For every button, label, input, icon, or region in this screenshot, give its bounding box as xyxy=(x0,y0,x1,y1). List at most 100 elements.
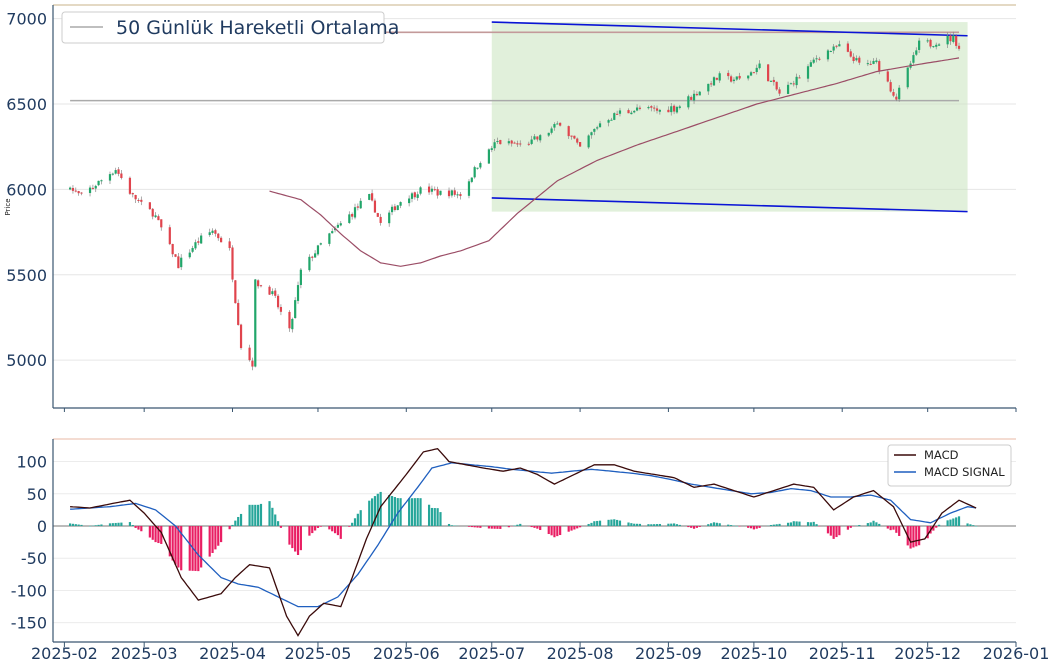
histogram-bar xyxy=(812,521,815,526)
histogram-bar xyxy=(68,523,72,526)
candle-body xyxy=(80,192,83,194)
candle-body xyxy=(795,76,798,86)
candle-body xyxy=(476,167,479,169)
candle-body xyxy=(439,190,442,195)
candle-body xyxy=(838,44,841,47)
histogram-bar xyxy=(74,524,77,526)
histogram-bar xyxy=(339,526,342,539)
candle-body xyxy=(610,119,613,121)
histogram-bar xyxy=(259,503,263,526)
histogram-bar xyxy=(926,526,929,539)
histogram-bar xyxy=(487,526,491,529)
candle-body xyxy=(131,193,134,195)
histogram-bar xyxy=(547,526,550,535)
candle-body xyxy=(789,83,793,85)
histogram-bar xyxy=(533,526,536,528)
candle-body xyxy=(371,193,374,201)
candle-body xyxy=(296,285,300,301)
candle-body xyxy=(188,252,191,258)
candle-body xyxy=(430,188,434,192)
candle-body xyxy=(231,247,234,280)
candle-body xyxy=(809,62,812,67)
histogram-bar xyxy=(200,526,203,568)
candle-body xyxy=(869,63,872,65)
histogram-bar xyxy=(134,526,137,528)
histogram-bar xyxy=(333,526,337,534)
histogram-bar xyxy=(610,519,613,526)
histogram-bar xyxy=(379,491,382,526)
candle-body xyxy=(359,200,362,209)
histogram-bar xyxy=(613,519,616,526)
candle-body xyxy=(952,35,955,42)
histogram-bar xyxy=(117,522,120,526)
candle-body xyxy=(456,194,459,196)
histogram-bar xyxy=(556,526,559,537)
histogram-bar xyxy=(553,526,556,538)
candle-body xyxy=(929,39,932,47)
histogram-bar xyxy=(154,526,157,543)
histogram-bar xyxy=(388,495,391,526)
price-tick-label: 6000 xyxy=(6,180,47,199)
lower-trendline xyxy=(491,197,968,213)
candle-body xyxy=(279,306,283,312)
candle-body xyxy=(712,77,716,86)
histogram-bar xyxy=(576,526,579,529)
histogram-bar xyxy=(550,526,553,536)
candle-body xyxy=(379,216,382,223)
candle-body xyxy=(470,177,473,182)
histogram-bar xyxy=(97,524,100,526)
candle-body xyxy=(946,35,949,45)
histogram-bar xyxy=(966,523,969,526)
candle-body xyxy=(570,135,573,137)
candle-body xyxy=(291,318,294,330)
histogram-bar xyxy=(274,514,277,526)
candle-body xyxy=(228,241,231,249)
histogram-bar xyxy=(160,526,163,544)
histogram-bar xyxy=(889,526,892,531)
histogram-bar xyxy=(328,526,331,530)
candle-body xyxy=(214,230,217,234)
candle-body xyxy=(447,190,451,197)
candle-body xyxy=(311,256,314,258)
histogram-bar xyxy=(578,526,582,528)
candle-body xyxy=(77,191,80,194)
candle-body xyxy=(248,347,251,361)
candle-body xyxy=(692,93,696,101)
histogram-bar xyxy=(635,523,639,526)
histogram-bar xyxy=(436,508,439,526)
histogram-bar xyxy=(80,524,83,526)
histogram-bar xyxy=(898,526,901,536)
candle-body xyxy=(918,40,921,50)
histogram-bar xyxy=(972,525,975,526)
histogram-bar xyxy=(650,524,653,526)
histogram-bar xyxy=(858,524,861,526)
histogram-bar xyxy=(975,526,978,527)
candle-body xyxy=(328,233,331,244)
candle-body xyxy=(630,112,633,115)
histogram-bar xyxy=(499,526,502,529)
candle-body xyxy=(200,235,203,244)
histogram-bar xyxy=(627,522,630,526)
candle-body xyxy=(749,72,753,76)
candle-body xyxy=(576,138,579,143)
histogram-bar xyxy=(949,519,952,526)
price-tick-label: 5500 xyxy=(6,266,47,285)
candle-body xyxy=(100,180,103,182)
candle-body xyxy=(627,110,630,114)
candle-body xyxy=(94,185,97,189)
histogram-bar xyxy=(496,526,499,529)
candle-body xyxy=(168,227,171,245)
histogram-bar xyxy=(336,526,340,536)
candle-body xyxy=(154,215,157,218)
histogram-bar xyxy=(140,526,143,532)
histogram-bar xyxy=(806,522,810,526)
candle-body xyxy=(866,63,869,65)
histogram-bar xyxy=(755,526,758,529)
histogram-bar xyxy=(257,504,260,526)
histogram-bar xyxy=(775,524,778,526)
histogram-bar xyxy=(319,526,322,527)
macd-tick-label: -100 xyxy=(11,581,47,600)
histogram-bar xyxy=(892,526,895,530)
candle-body xyxy=(410,193,414,199)
